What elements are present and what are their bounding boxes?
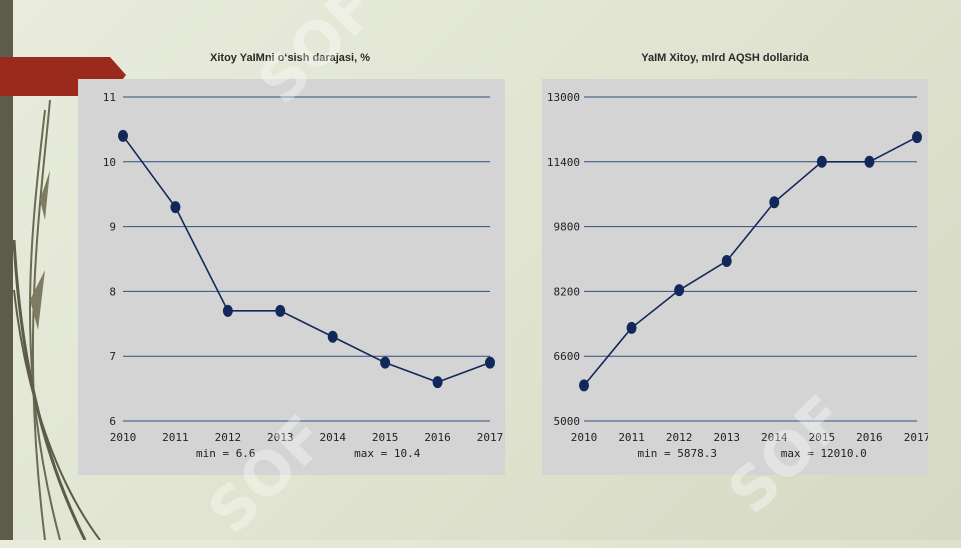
x-tick-label: 2013 (713, 431, 740, 444)
y-tick-label: 11400 (547, 156, 580, 169)
y-tick-label: 8 (109, 285, 116, 298)
y-tick-label: 10 (103, 156, 116, 169)
data-point (721, 255, 732, 268)
x-tick-label: 2016 (424, 431, 451, 444)
x-tick-label: 2015 (372, 431, 399, 444)
data-point (864, 155, 875, 168)
min-label: min = 6.6 (196, 447, 256, 460)
y-tick-label: 11 (103, 91, 116, 104)
y-tick-label: 5000 (554, 415, 581, 428)
chart-2-svg: 5000 6600 8200 9800 11400 13000 2010 2011 2012 20… (547, 91, 928, 460)
x-tick-label: 2011 (618, 431, 645, 444)
data-point (816, 155, 827, 168)
y-tick-label: 6600 (554, 350, 581, 363)
data-point (626, 321, 637, 334)
data-point (170, 201, 181, 214)
x-tick-label: 2010 (110, 431, 137, 444)
x-tick-label: 2017 (477, 431, 504, 444)
x-tick-label: 2012 (215, 431, 242, 444)
chart-1-title: Xitoy YaIMni o‘sish darajasi, % (210, 52, 370, 64)
max-label: max = 10.4 (354, 447, 421, 460)
data-point (118, 129, 128, 142)
x-tick-label: 2012 (666, 431, 693, 444)
x-tick-label: 2017 (904, 431, 928, 444)
y-tick-label: 9800 (554, 221, 581, 234)
data-point (912, 131, 922, 144)
data-point (674, 284, 685, 297)
y-tick-label: 13000 (547, 91, 580, 104)
data-point (432, 376, 443, 389)
x-tick-label: 2015 (809, 431, 836, 444)
chart-2-title: YaIM Xitoy, mlrd AQSH dollarida (641, 52, 809, 64)
series-line (583, 136, 918, 386)
data-point (327, 330, 338, 343)
x-tick-label: 2010 (571, 431, 598, 444)
x-tick-label: 2014 (761, 431, 788, 444)
max-label: max = 12010.0 (781, 447, 867, 460)
series-line (122, 135, 491, 383)
data-point (485, 356, 495, 369)
data-point (579, 379, 589, 392)
y-tick-label: 9 (109, 221, 116, 234)
x-tick-label: 2014 (319, 431, 346, 444)
min-label: min = 5878.3 (637, 447, 716, 460)
x-tick-label: 2013 (267, 431, 294, 444)
slide-left-bar (0, 0, 13, 540)
x-tick-label: 2011 (162, 431, 189, 444)
chart-1-panel: 6 7 8 9 10 11 2010 2011 2012 2013 2014 2015 2016 2017… (78, 79, 505, 475)
y-tick-label: 6 (109, 415, 116, 428)
data-point (380, 356, 391, 369)
chart-2-panel: 5000 6600 8200 9800 11400 13000 2010 2011 2012 20… (542, 79, 928, 475)
x-tick-label: 2016 (856, 431, 883, 444)
y-tick-label: 8200 (554, 285, 581, 298)
y-tick-label: 7 (109, 350, 116, 363)
decorative-ribbon (12, 99, 101, 540)
data-point (769, 196, 780, 209)
data-point (275, 304, 286, 317)
data-point (222, 304, 233, 317)
chart-1-svg: 6 7 8 9 10 11 2010 2011 2012 2013 2014 2015 2016 2017… (103, 91, 504, 460)
